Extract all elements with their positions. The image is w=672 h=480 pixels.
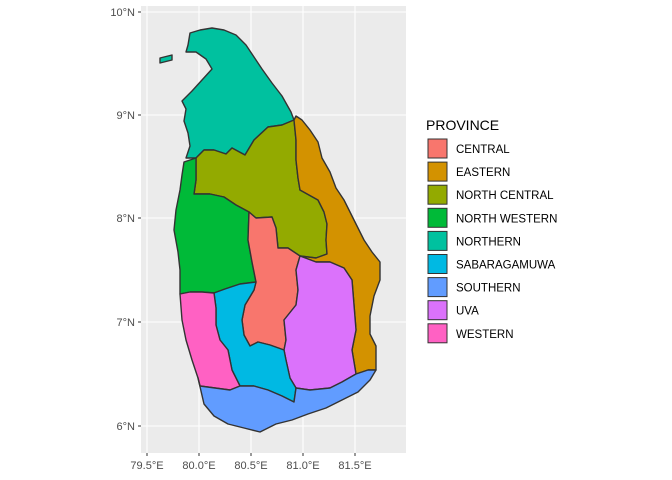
legend-key-swatch bbox=[427, 207, 448, 228]
legend-key-swatch bbox=[427, 254, 448, 274]
x-tick-label: 79.5°E bbox=[130, 460, 163, 472]
province-southern bbox=[197, 369, 377, 433]
y-tick-label: 6°N bbox=[117, 421, 136, 433]
provinces bbox=[159, 27, 381, 433]
legend-label: NORTH CENTRAL bbox=[456, 190, 554, 202]
legend-items: CENTRAL EASTERN NORTH CENTRAL NORTH WESTERN… bbox=[427, 138, 557, 344]
y-tick-label: 9°N bbox=[117, 110, 136, 122]
legend-key-swatch bbox=[427, 323, 448, 344]
y-tick-label: 10°N bbox=[110, 7, 135, 19]
legend-label: WESTERN bbox=[456, 329, 514, 341]
island-mannar bbox=[159, 54, 173, 64]
legend-label: CENTRAL bbox=[456, 144, 510, 156]
legend-label: UVA bbox=[456, 306, 479, 318]
legend-key-swatch bbox=[427, 184, 448, 205]
province-western bbox=[179, 291, 241, 391]
legend: PROVINCE CENTRAL EASTERN NORTH CENTRAL NORT… bbox=[426, 117, 557, 344]
legend-key-swatch bbox=[427, 300, 448, 321]
legend-label: NORTHERN bbox=[456, 236, 521, 248]
x-tick-label: 80.0°E bbox=[182, 460, 215, 472]
x-tick-label: 80.5°E bbox=[234, 460, 267, 472]
legend-label: NORTH WESTERN bbox=[456, 213, 557, 225]
legend-key-swatch bbox=[427, 230, 448, 251]
legend-key-swatch bbox=[427, 161, 448, 182]
legend-key-swatch bbox=[427, 138, 448, 159]
x-tick-label: 81.0°E bbox=[286, 460, 319, 472]
y-tick-label: 8°N bbox=[117, 213, 136, 225]
y-tick-label: 7°N bbox=[117, 317, 136, 329]
y-axis-labels: 10°N 9°N 8°N 7°N 6°N bbox=[110, 7, 135, 433]
legend-label: SABARAGAMUWA bbox=[456, 260, 556, 272]
legend-label: EASTERN bbox=[456, 167, 510, 179]
legend-label: SOUTHERN bbox=[456, 283, 521, 295]
x-axis-labels: 79.5°E 80.0°E 80.5°E 81.0°E 81.5°E bbox=[130, 460, 371, 472]
legend-key-swatch bbox=[427, 277, 448, 298]
legend-title: PROVINCE bbox=[426, 117, 499, 133]
axis-ticks bbox=[138, 11, 356, 456]
x-tick-label: 81.5°E bbox=[338, 460, 371, 472]
